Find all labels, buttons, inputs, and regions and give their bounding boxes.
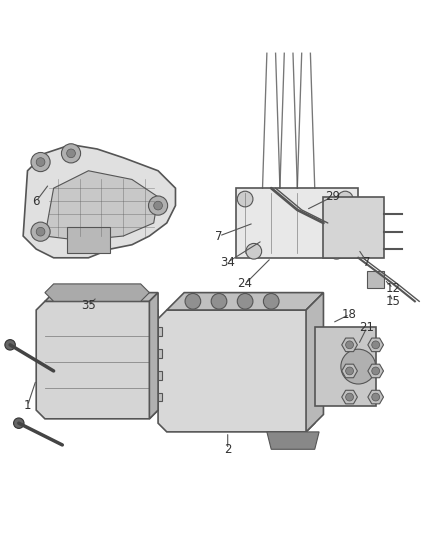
- Polygon shape: [368, 338, 384, 352]
- Circle shape: [185, 294, 201, 309]
- Polygon shape: [342, 338, 357, 352]
- Circle shape: [36, 158, 45, 166]
- Bar: [367, 271, 385, 288]
- Polygon shape: [368, 390, 384, 404]
- Text: 15: 15: [385, 295, 400, 308]
- Polygon shape: [106, 349, 162, 358]
- Bar: [67, 228, 110, 254]
- Circle shape: [31, 222, 50, 241]
- Circle shape: [346, 367, 353, 375]
- Circle shape: [246, 244, 261, 259]
- Circle shape: [328, 244, 344, 259]
- Circle shape: [36, 228, 45, 236]
- Text: 2: 2: [224, 443, 231, 456]
- Polygon shape: [45, 284, 149, 301]
- Circle shape: [211, 294, 227, 309]
- Circle shape: [101, 349, 111, 359]
- Polygon shape: [315, 327, 376, 406]
- Circle shape: [31, 152, 50, 172]
- Circle shape: [61, 144, 81, 163]
- Circle shape: [148, 196, 168, 215]
- Text: 12: 12: [385, 282, 401, 295]
- Circle shape: [237, 294, 253, 309]
- Circle shape: [101, 392, 111, 402]
- Polygon shape: [106, 371, 162, 379]
- Circle shape: [5, 340, 15, 350]
- Circle shape: [372, 393, 380, 401]
- Text: 21: 21: [360, 321, 374, 334]
- Polygon shape: [106, 327, 162, 336]
- Circle shape: [237, 191, 253, 207]
- Circle shape: [372, 367, 380, 375]
- Text: 7: 7: [363, 256, 371, 269]
- Circle shape: [337, 191, 353, 207]
- Polygon shape: [342, 364, 357, 378]
- Circle shape: [372, 341, 380, 349]
- Polygon shape: [45, 293, 158, 301]
- Circle shape: [263, 294, 279, 309]
- Polygon shape: [342, 390, 357, 404]
- Polygon shape: [45, 171, 158, 240]
- Circle shape: [101, 370, 111, 381]
- Polygon shape: [237, 188, 358, 258]
- Polygon shape: [149, 293, 158, 419]
- Polygon shape: [323, 197, 385, 258]
- Polygon shape: [167, 293, 323, 310]
- Polygon shape: [306, 293, 323, 432]
- Circle shape: [67, 149, 75, 158]
- Text: 35: 35: [81, 299, 96, 312]
- Circle shape: [14, 418, 24, 429]
- Text: 6: 6: [32, 195, 40, 208]
- Circle shape: [341, 349, 376, 384]
- Polygon shape: [267, 432, 319, 449]
- Text: 18: 18: [342, 308, 357, 321]
- Circle shape: [346, 393, 353, 401]
- Text: 7: 7: [215, 230, 223, 243]
- Text: 34: 34: [220, 256, 235, 269]
- Circle shape: [346, 341, 353, 349]
- Polygon shape: [106, 393, 162, 401]
- Text: 24: 24: [237, 277, 253, 290]
- Polygon shape: [36, 301, 158, 419]
- Circle shape: [154, 201, 162, 210]
- Text: 29: 29: [325, 190, 339, 204]
- Text: 1: 1: [24, 399, 31, 412]
- Circle shape: [101, 327, 111, 337]
- Polygon shape: [23, 144, 176, 258]
- Polygon shape: [158, 310, 315, 432]
- Polygon shape: [368, 364, 384, 378]
